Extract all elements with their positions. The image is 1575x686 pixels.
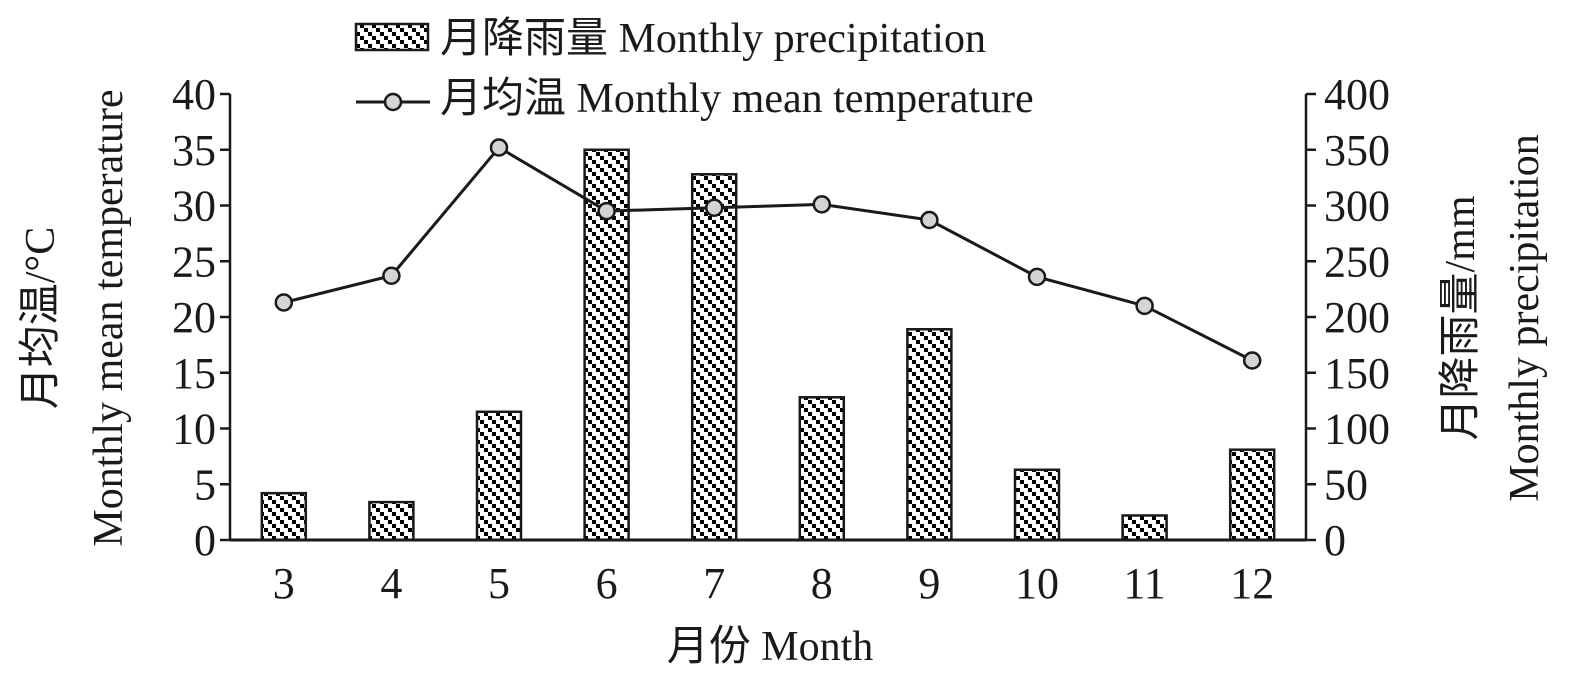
left-axis-title-line2: 月均温/°C (18, 227, 64, 409)
x-tick-label: 7 (703, 559, 725, 608)
left-tick-label: 35 (172, 126, 216, 175)
bar-month-9 (906, 328, 953, 542)
temperature-point-month-4 (382, 266, 401, 285)
x-tick-label: 4 (380, 559, 402, 608)
legend-precipitation-swatch (354, 22, 430, 52)
left-tick-label: 15 (172, 349, 216, 398)
temperature-line (283, 145, 1253, 362)
right-axis-title-line2: Monthly precipitation (1502, 134, 1548, 501)
bar-month-12 (1228, 448, 1276, 542)
bar-month-7 (690, 173, 738, 542)
left-tick-label: 30 (172, 182, 216, 231)
axes (228, 94, 1308, 542)
x-tick-label: 11 (1123, 559, 1165, 608)
legend-temperature-label: 月均温 Monthly mean temperature (440, 76, 1034, 122)
left-axis-title-line1: Monthly mean temperature (86, 89, 132, 546)
right-tick-label: 100 (1324, 405, 1390, 454)
right-tick-label: 50 (1324, 460, 1368, 509)
temperature-series (274, 138, 1262, 370)
right-axis-title-line1: 月降雨量/mm (1438, 195, 1484, 440)
legend-temperature-marker (383, 92, 403, 112)
x-tick-label: 5 (488, 559, 510, 608)
right-tick-label: 300 (1324, 182, 1390, 231)
bar-month-11 (1121, 514, 1168, 542)
right-tick-label: 350 (1324, 126, 1390, 175)
left-tick-label: 40 (172, 70, 216, 119)
x-axis-title: 月份 Month (667, 624, 874, 670)
bar-month-8 (798, 396, 846, 542)
x-tick-label: 8 (811, 559, 833, 608)
temperature-point-month-11 (1135, 296, 1154, 316)
left-tick-label: 25 (172, 237, 216, 286)
bar-month-10 (1013, 468, 1061, 542)
right-tick-label: 0 (1324, 516, 1346, 565)
x-tick-label: 12 (1230, 559, 1274, 608)
x-tick-label: 6 (596, 559, 618, 608)
temperature-point-month-12 (1242, 351, 1262, 370)
right-tick-label: 250 (1324, 237, 1390, 286)
legend-precipitation-label: 月降雨量 Monthly precipitation (440, 16, 986, 62)
temperature-point-month-7 (704, 198, 724, 217)
right-axis-ticks: 0 50 100 150 200 250 300 350 400 (1306, 70, 1390, 565)
x-tick-label: 9 (918, 559, 940, 608)
temperature-point-month-5 (489, 138, 509, 157)
left-tick-label: 5 (194, 460, 216, 509)
temperature-point-month-6 (597, 201, 616, 221)
temperature-point-month-3 (274, 293, 294, 312)
x-axis-ticks: 3 4 5 6 7 8 9 10 11 12 (273, 559, 1274, 608)
bar-month-3 (260, 491, 308, 542)
temperature-point-month-9 (920, 210, 939, 230)
right-tick-label: 150 (1324, 349, 1390, 398)
x-tick-label: 10 (1015, 559, 1059, 608)
temperature-point-month-10 (1027, 267, 1047, 287)
legend: 月降雨量 Monthly precipitation 月均温 Monthly m… (354, 16, 1034, 122)
left-axis-ticks: 0 5 10 15 20 25 30 35 40 (172, 70, 230, 565)
x-tick-label: 3 (273, 559, 295, 608)
bar-month-5 (475, 410, 523, 542)
right-tick-label: 400 (1324, 70, 1390, 119)
left-tick-label: 10 (172, 405, 216, 454)
left-tick-label: 0 (194, 516, 216, 565)
right-tick-label: 200 (1324, 293, 1390, 342)
precipitation-bars (260, 148, 1276, 542)
temperature-point-month-8 (812, 195, 832, 214)
left-tick-label: 20 (172, 293, 216, 342)
bar-month-4 (368, 500, 415, 542)
